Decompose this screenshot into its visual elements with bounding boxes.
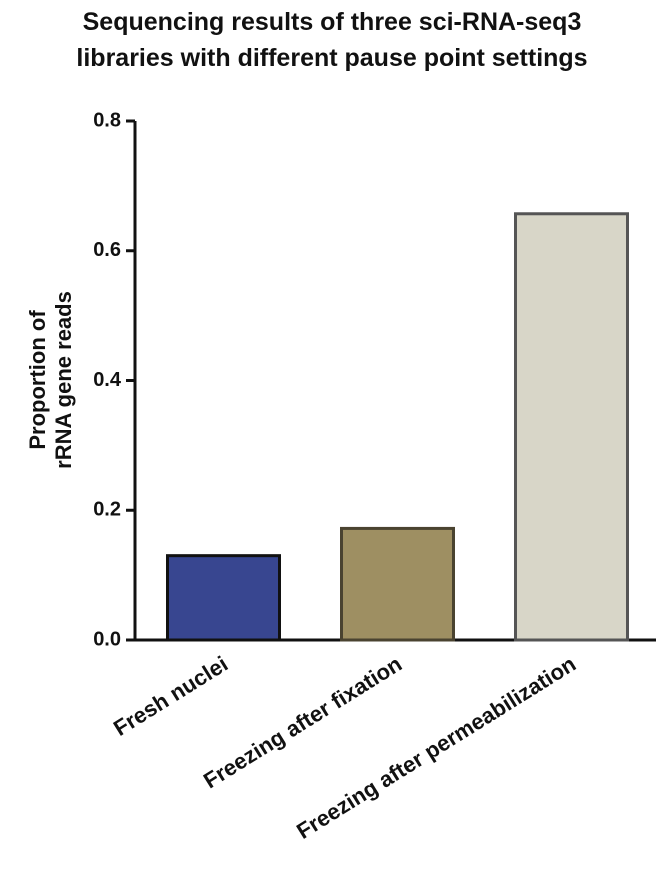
y-tick-label: 0.4	[93, 369, 122, 391]
x-tick-label: Fresh nuclei	[109, 651, 232, 741]
y-axis-label-line: Proportion of	[25, 310, 50, 450]
y-axis-label: Proportion of rRNA gene reads	[25, 291, 76, 469]
y-tick-label: 0.8	[93, 109, 121, 131]
chart-title: libraries with different pause point set…	[76, 44, 587, 72]
y-tick-label: 0.6	[93, 239, 121, 261]
bar	[166, 554, 281, 642]
bar	[340, 526, 455, 642]
bar	[514, 212, 629, 642]
y-tick-label: 0.2	[93, 499, 121, 521]
y-tick-label: 0.0	[93, 628, 121, 650]
y-axis-label-line: rRNA gene reads	[51, 291, 76, 469]
chart-title: Sequencing results of three sci-RNA-seq3	[83, 8, 582, 36]
x-tick-label: Freezing after permeabilization	[292, 651, 580, 844]
